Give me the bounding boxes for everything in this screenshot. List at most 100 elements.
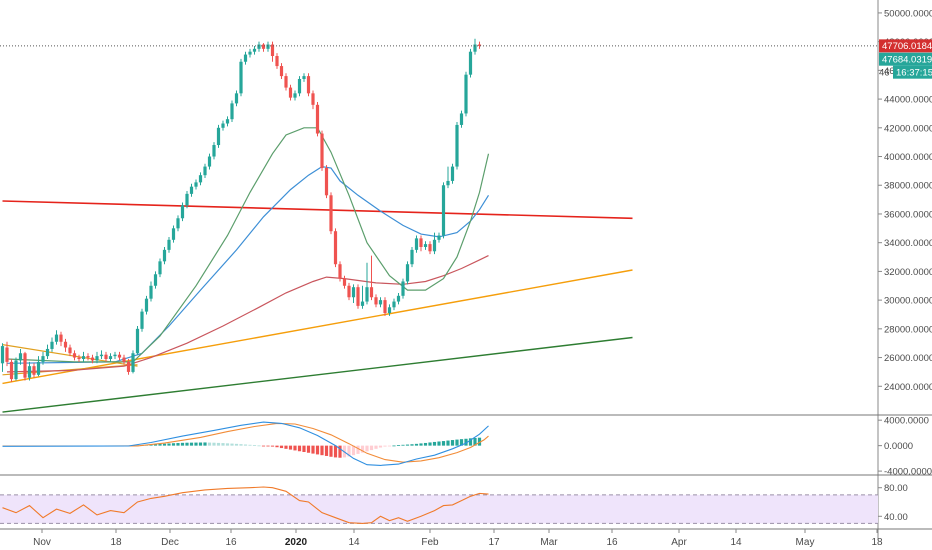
candle-body	[473, 44, 477, 52]
macd-histogram-bar	[203, 442, 207, 446]
macd-histogram-bar	[333, 445, 338, 458]
macd-histogram-bar	[387, 445, 392, 447]
candle-body	[153, 274, 158, 286]
macd-histogram-bar	[176, 443, 180, 446]
macd-histogram-bar	[315, 445, 320, 455]
price-tick-label: 34000.0000	[884, 238, 932, 249]
macd-histogram-bar	[221, 443, 225, 446]
candle-body	[185, 193, 189, 206]
rsi-pane[interactable]: 80.00 40.00	[0, 474, 932, 524]
candle-body	[252, 48, 257, 52]
candle-body	[333, 231, 338, 265]
candle-body	[36, 361, 41, 375]
macd-histogram-bar	[311, 445, 315, 454]
macd-histogram-bar	[180, 442, 185, 446]
macd-histogram-bar	[414, 443, 419, 446]
macd-histogram-bar	[374, 445, 378, 449]
main-pane[interactable]	[0, 0, 878, 415]
candle-body	[189, 186, 194, 194]
macd-histogram-bar	[279, 445, 284, 449]
countdown-badge	[893, 65, 932, 79]
countdown-label: 16:37:15	[896, 67, 932, 78]
candle-body	[342, 278, 347, 286]
candle-body	[432, 239, 437, 252]
candle-body	[230, 103, 234, 120]
candle-body	[392, 301, 396, 308]
macd-histogram-bar	[473, 438, 477, 446]
time-axis-ticks: Nov 18 Dec 16 2020 14 Feb 17 Mar 16 Apr 14 May 18	[33, 529, 883, 548]
candle-body	[45, 348, 50, 357]
candle-body	[441, 185, 446, 236]
candle-body	[302, 76, 306, 79]
candle-body	[41, 356, 45, 362]
price-tick-label: 50000.0000	[884, 8, 932, 19]
time-tick-label: 14	[348, 537, 360, 548]
candle-body	[86, 356, 90, 358]
macd-histogram-bar	[356, 445, 360, 454]
candle-body	[140, 311, 144, 329]
rsi-line	[2, 486, 489, 524]
candle-body	[414, 238, 419, 250]
time-tick-label: Nov	[33, 537, 51, 548]
candle-body	[378, 300, 383, 305]
time-axis[interactable]: Nov 18 Dec 16 2020 14 Feb 17 Mar 16 Apr 14 May 18	[0, 528, 932, 548]
current-price-label: 47684.0319	[882, 54, 932, 65]
price-tick-label: 38000.0000	[884, 181, 932, 192]
candle-body	[455, 124, 459, 167]
macd-pane[interactable]: 4000.0000 0.0000 -4000.0000	[0, 414, 932, 478]
candle-body	[261, 44, 266, 49]
candle-body	[320, 133, 324, 169]
candle-body	[113, 354, 117, 357]
macd-tick-label: 4000.0000	[884, 416, 929, 427]
main-pane-bg	[0, 0, 878, 415]
price-tick-label: 32000.0000	[884, 267, 932, 278]
macd-tick-label: -4000.0000	[884, 467, 932, 478]
time-tick-label: Dec	[161, 537, 179, 548]
macd-histogram-bar	[320, 445, 324, 456]
candle-body	[221, 123, 225, 128]
time-tick-label: 18	[871, 537, 883, 548]
candle-body	[275, 56, 279, 67]
macd-histogram-bar	[396, 445, 401, 446]
price-badges: 47706.0184 46 47684.0319 16:37:15	[879, 39, 932, 79]
macd-histogram-bar	[234, 443, 239, 446]
candle-body	[108, 356, 113, 359]
candle-body	[99, 354, 104, 357]
time-tick-label: 18	[110, 537, 122, 548]
price-tick-label: 44000.0000	[884, 95, 932, 106]
macd-histogram-bar	[167, 443, 171, 446]
macd-histogram-bar	[171, 443, 176, 446]
moving-averages	[6, 127, 490, 373]
macd-histogram-bar	[329, 445, 333, 457]
candle-body	[437, 235, 441, 240]
macd-histogram-bar	[401, 444, 405, 446]
candle-body	[477, 44, 482, 46]
rsi-tick-label: 40.00	[884, 512, 908, 523]
price-tick-label: 42000.0000	[884, 123, 932, 134]
candle-body	[212, 145, 216, 157]
price-axis[interactable]: 50000.000048000.000046000.000044000.0000…	[877, 0, 932, 540]
candle-body	[0, 346, 5, 364]
candle-body	[122, 357, 126, 362]
macd-histogram-bar	[464, 438, 468, 446]
candle-body	[405, 264, 410, 282]
macd-histogram-bar	[266, 445, 270, 447]
drawn-trendlines[interactable]	[2, 200, 633, 413]
candle-body	[162, 249, 167, 262]
macd-histogram-bar	[225, 443, 230, 446]
macd-histogram-bar	[302, 445, 306, 452]
candle-body	[225, 119, 230, 124]
candle-body	[158, 261, 162, 275]
macd-histogram-bar	[288, 445, 293, 450]
candle-body	[167, 239, 171, 250]
macd-histogram-bar	[383, 445, 387, 447]
candle-body	[360, 301, 365, 306]
candle-body	[347, 285, 351, 298]
macd-histogram-bar	[441, 441, 446, 446]
macd-histogram-bar	[158, 443, 162, 446]
ma-mid-line	[6, 165, 490, 364]
macd-histogram-bar	[477, 437, 482, 446]
candle-body	[351, 287, 356, 298]
price-tick-label: 30000.0000	[884, 296, 932, 307]
